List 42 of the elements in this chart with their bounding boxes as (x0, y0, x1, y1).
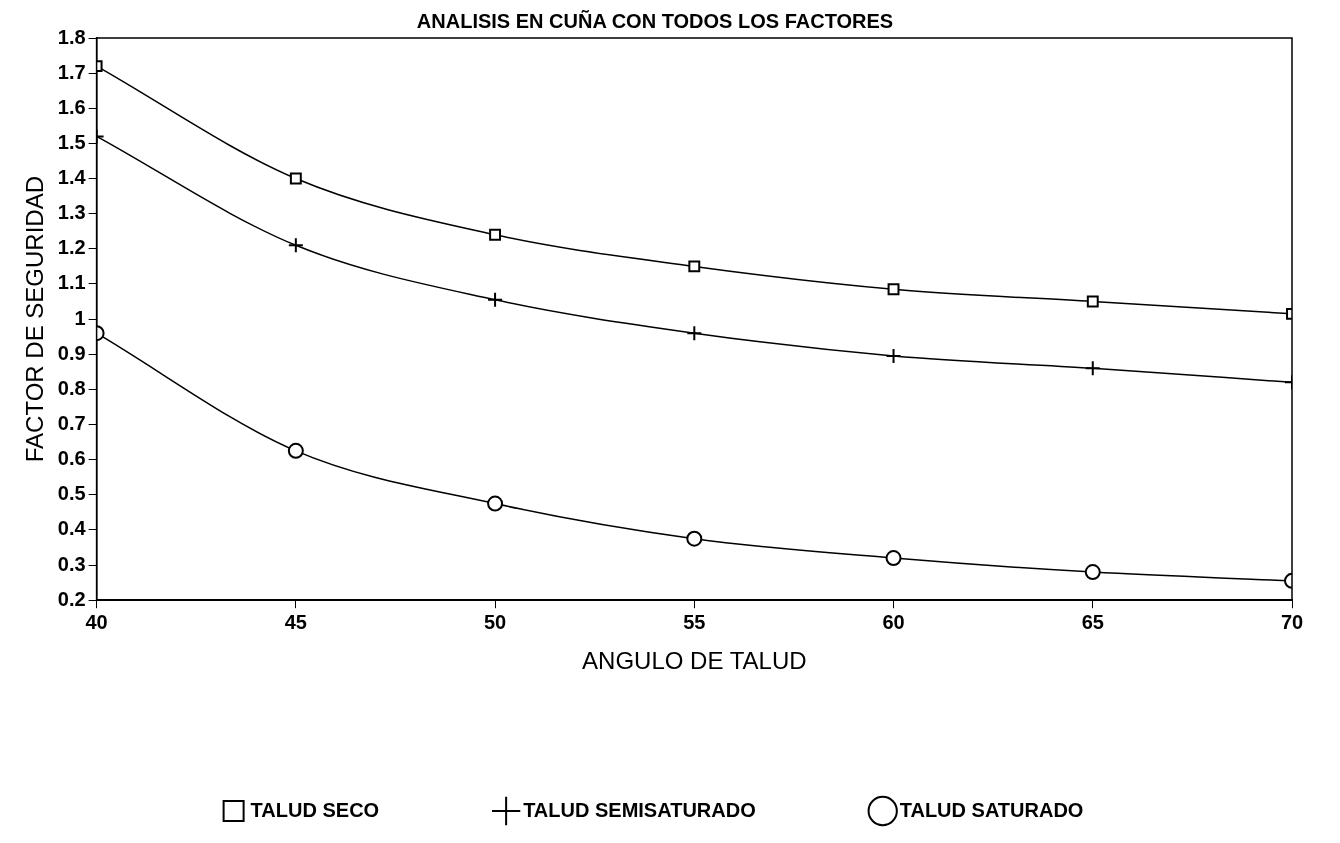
y-tick-label: 0.7 (57, 412, 86, 435)
point (885, 550, 902, 567)
point (1084, 564, 1101, 581)
legend-label: TALUD SATURADO (899, 798, 1084, 821)
legend-label: TALUD SEMISATURADO (523, 798, 756, 821)
y-tick-label: 1.8 (57, 25, 86, 48)
point (487, 495, 504, 512)
y-tick-label: 0.5 (57, 482, 86, 505)
point (1086, 295, 1099, 308)
point (887, 283, 900, 296)
point (686, 325, 703, 342)
y-tick-label: 1.3 (57, 201, 86, 224)
point (885, 347, 902, 364)
point (1084, 360, 1101, 377)
y-tick-label: 0.4 (57, 517, 87, 540)
x-tick-label: 60 (882, 610, 905, 633)
legend-label: TALUD SECO (250, 798, 380, 821)
y-tick-label: 0.8 (57, 376, 86, 399)
y-tick-label: 1.4 (57, 166, 87, 189)
y-tick-label: 1.7 (57, 60, 86, 83)
x-tick-label: 40 (85, 610, 108, 633)
y-axis-title: FACTOR DE SEGURIDAD (21, 175, 49, 463)
chart-title: ANALISIS EN CUÑA CON TODOS LOS FACTORES (416, 9, 894, 32)
y-tick-label: 0.6 (57, 447, 86, 470)
x-tick-label: 65 (1081, 610, 1104, 633)
x-tick-label: 55 (683, 610, 706, 633)
y-tick-label: 1.5 (57, 130, 86, 153)
x-tick-label: 70 (1280, 610, 1304, 633)
y-tick-label: 0.9 (57, 341, 86, 364)
point (489, 228, 502, 241)
y-tick-label: 1.2 (57, 236, 86, 259)
y-tick-label: 1 (74, 306, 86, 329)
point (487, 291, 504, 308)
y-tick-label: 0.2 (57, 587, 86, 610)
point (688, 260, 701, 273)
y-tick-label: 0.3 (57, 552, 86, 575)
x-tick-label: 45 (284, 610, 307, 633)
y-tick-label: 1.1 (57, 271, 86, 294)
x-tick-label: 50 (483, 610, 507, 633)
y-tick-label: 1.6 (57, 95, 86, 118)
point (686, 530, 703, 547)
x-axis-title: ANGULO DE TALUD (582, 647, 807, 675)
